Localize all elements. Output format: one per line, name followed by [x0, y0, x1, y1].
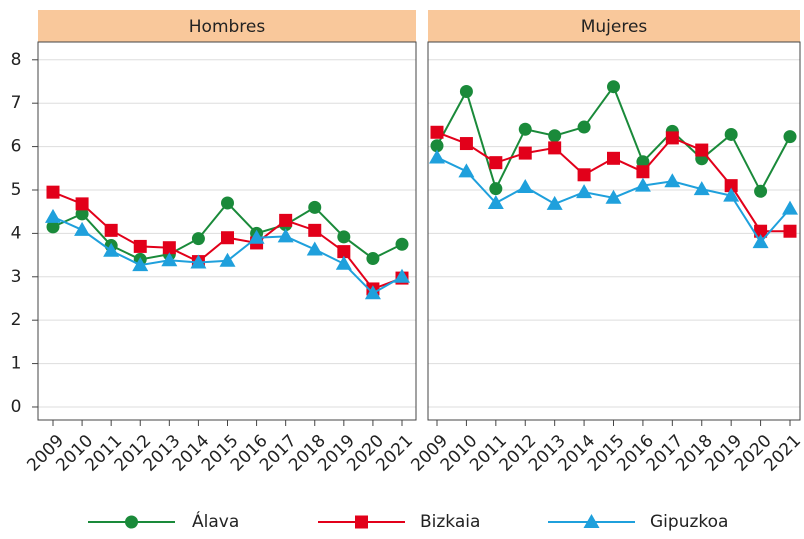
marker — [577, 168, 591, 182]
legend-label: Álava — [192, 510, 239, 532]
marker — [46, 220, 60, 234]
marker — [279, 213, 293, 227]
panel-header — [38, 10, 416, 42]
legend-marker — [355, 515, 368, 529]
marker — [45, 208, 61, 223]
marker — [337, 230, 351, 244]
marker — [74, 221, 91, 236]
marker — [161, 252, 178, 267]
marker — [306, 241, 323, 256]
marker — [219, 252, 236, 267]
marker — [548, 141, 562, 155]
marker — [430, 139, 444, 153]
marker — [489, 182, 503, 196]
y-tick-label: 1 — [11, 354, 22, 374]
marker — [489, 156, 503, 170]
y-tick-label: 6 — [11, 137, 22, 157]
marker — [607, 80, 620, 94]
marker — [221, 231, 234, 245]
panel-title: Hombres — [189, 17, 266, 37]
marker — [364, 285, 381, 300]
marker — [517, 178, 534, 193]
marker — [724, 127, 738, 141]
marker — [335, 255, 352, 270]
panel-title: Mujeres — [581, 17, 648, 37]
y-tick-label: 2 — [11, 310, 22, 330]
marker — [518, 146, 532, 160]
marker — [782, 200, 798, 215]
marker — [190, 254, 207, 269]
marker — [429, 149, 445, 164]
marker — [605, 189, 622, 204]
y-tick-label: 8 — [11, 50, 22, 70]
marker — [103, 242, 120, 257]
marker — [607, 151, 620, 165]
marker — [132, 257, 149, 272]
y-tick-label: 7 — [11, 93, 22, 113]
marker — [430, 125, 444, 139]
marker — [548, 129, 562, 143]
marker — [636, 165, 650, 179]
marker — [577, 120, 591, 134]
marker — [459, 84, 473, 98]
marker — [75, 197, 89, 211]
marker — [636, 155, 650, 169]
marker — [75, 207, 89, 221]
marker — [783, 130, 797, 144]
marker — [724, 179, 738, 193]
marker — [394, 268, 410, 283]
marker — [366, 252, 380, 266]
marker — [191, 232, 205, 246]
marker — [487, 195, 504, 210]
legend-label: Bizkaia — [420, 512, 480, 532]
marker — [337, 245, 351, 259]
marker — [133, 239, 147, 253]
marker — [459, 137, 473, 151]
marker — [308, 223, 322, 237]
marker — [754, 224, 768, 238]
marker — [277, 228, 294, 243]
marker — [576, 184, 593, 199]
marker — [248, 229, 265, 244]
marker — [634, 177, 651, 192]
marker — [546, 195, 563, 210]
marker — [783, 224, 797, 238]
y-tick-label: 4 — [11, 223, 22, 243]
y-tick-label: 3 — [11, 267, 22, 287]
marker — [664, 173, 681, 188]
y-tick-label: 5 — [11, 180, 22, 200]
legend-marker — [125, 515, 138, 529]
marker — [693, 181, 710, 196]
marker — [695, 143, 709, 157]
marker — [665, 131, 679, 145]
line — [436, 84, 791, 194]
legend-label: Gipuzkoa — [650, 512, 728, 532]
marker — [104, 223, 118, 237]
marker — [308, 200, 322, 214]
marker — [723, 187, 740, 202]
marker — [46, 185, 60, 199]
marker — [162, 241, 176, 255]
marker — [458, 163, 475, 178]
marker — [221, 196, 234, 210]
marker — [754, 184, 768, 198]
marker — [518, 122, 532, 136]
marker — [395, 237, 409, 251]
y-tick-label: 0 — [11, 397, 22, 417]
panel-header — [428, 10, 800, 42]
legend-marker — [583, 514, 600, 528]
marker — [752, 234, 769, 249]
